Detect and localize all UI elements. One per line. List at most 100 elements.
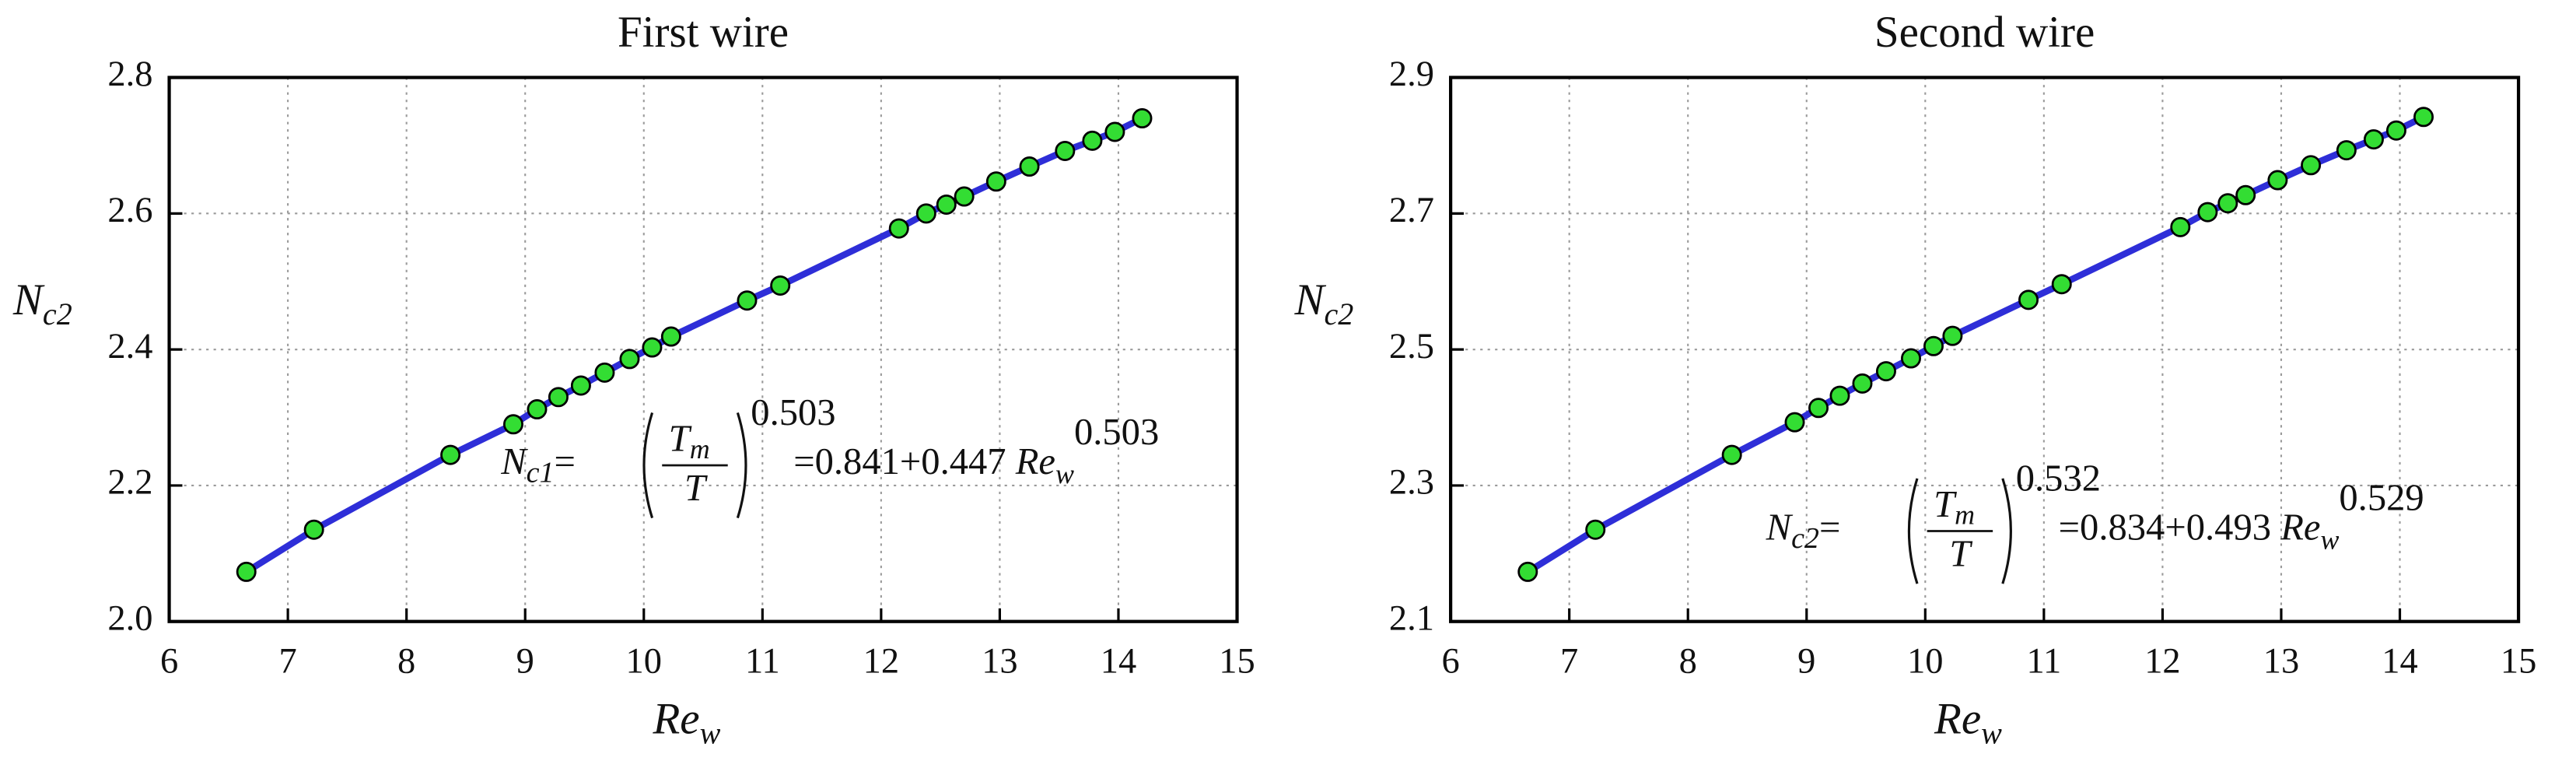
equation-rhs: =0.841+0.447 Rew0.503 [793, 411, 1159, 489]
data-point [660, 326, 681, 347]
x-tick-label: 13 [2263, 641, 2299, 681]
eq-num-t: T [1934, 483, 1957, 525]
data-point [502, 414, 523, 435]
plot-frame [167, 75, 1239, 623]
x-tick-label: 8 [397, 641, 415, 681]
x-tick-label: 15 [1219, 641, 1255, 681]
data-point [2413, 107, 2434, 128]
eq-exp: 0.503 [751, 391, 835, 433]
y-tick-label: 2.2 [107, 463, 152, 503]
data-point [1585, 519, 1606, 540]
eq-den: T [684, 467, 708, 509]
data-point [770, 275, 791, 296]
x-tick-label: 12 [863, 641, 899, 681]
eq-n-sub: c2 [1791, 522, 1819, 555]
eq-num: Tm [1934, 483, 1975, 531]
eq-re-sub: w [1055, 458, 1074, 489]
x-tick-label: 14 [1101, 641, 1136, 681]
data-point [594, 362, 615, 383]
paren-right [2001, 478, 2012, 584]
eq-n: N [1766, 507, 1794, 549]
data-point [985, 171, 1006, 192]
y-tick-label: 2.9 [1389, 54, 1434, 94]
data-point [1019, 156, 1040, 177]
data-point [303, 519, 324, 540]
data-point [1517, 561, 1538, 582]
data-point [642, 337, 663, 358]
data-point [2336, 140, 2357, 161]
data-point [1784, 412, 1805, 433]
data-point [1875, 361, 1896, 382]
eq-num-sub: m [690, 433, 710, 465]
eq-den: T [1949, 532, 1972, 574]
data-point [2301, 155, 2322, 176]
y-tick-label: 2.3 [1389, 463, 1434, 503]
y-tick-label: 2.4 [107, 327, 152, 366]
eq-num: Tm [669, 418, 710, 465]
x-tick-label: 13 [982, 641, 1017, 681]
x-axis-label: Rew [1934, 695, 2002, 751]
x-tick-label: 11 [2027, 641, 2062, 681]
data-point [440, 444, 461, 465]
data-point [570, 375, 591, 396]
x-tick-label: 6 [1441, 641, 1459, 681]
y-tick-label: 2.6 [107, 191, 152, 230]
x-tick-label: 10 [626, 641, 662, 681]
data-point [2385, 120, 2406, 141]
data-point [2170, 216, 2191, 237]
data-point [2217, 193, 2238, 214]
plot-frame [1448, 75, 2521, 623]
equation-lhs: Nc2= [1766, 507, 1841, 555]
eq-re-exp: 0.529 [2339, 477, 2424, 519]
data-point [888, 218, 909, 239]
chart-title: Second wire [1874, 8, 2095, 57]
eq-num-sub: m [1955, 500, 1975, 531]
y-tick-label: 2.8 [107, 54, 152, 94]
y-axis-label-sub: c2 [43, 296, 72, 331]
data-point [2051, 274, 2072, 295]
x-axis-label: Rew [652, 695, 720, 751]
x-tick-label: 10 [1907, 641, 1943, 681]
paren-right [736, 412, 747, 519]
x-tick-label: 12 [2144, 641, 2180, 681]
x-tick-label: 9 [516, 641, 534, 681]
chart-title: First wire [618, 8, 789, 57]
x-tick-label: 11 [745, 641, 780, 681]
data-point [737, 290, 758, 311]
eq-re: Re [1015, 440, 1055, 482]
x-tick-label: 7 [1560, 641, 1578, 681]
data-point [936, 195, 957, 215]
x-tick-label: 9 [1797, 641, 1815, 681]
data-point [1082, 130, 1103, 151]
data-point [619, 349, 640, 370]
eq-eq: = [555, 440, 576, 482]
data-point [2197, 202, 2218, 223]
data-point [1132, 108, 1153, 128]
y-axis-label: Nc2 [12, 275, 72, 331]
y-axis-label-text: N [12, 275, 45, 324]
x-axis-label-text: Re [652, 695, 699, 744]
equation-lhs: Nc1= [500, 440, 576, 489]
eq-num-t: T [669, 418, 692, 460]
data-point [1901, 348, 1922, 369]
data-point [548, 387, 569, 408]
paren-left [642, 412, 654, 519]
x-tick-label: 8 [1679, 641, 1697, 681]
data-point [1104, 121, 1125, 142]
data-point [1852, 373, 1873, 394]
data-point [2363, 129, 2384, 150]
data-point [236, 561, 257, 582]
x-tick-label: 14 [2382, 641, 2417, 681]
y-axis-label-text: N [1293, 275, 1326, 324]
y-tick-label: 2.5 [1389, 327, 1434, 366]
data-point [1942, 325, 1963, 346]
eq-exp: 0.532 [2016, 457, 2101, 499]
data-point [2267, 170, 2288, 191]
eq-re-exp: 0.503 [1074, 411, 1159, 453]
x-axis-label-sub: w [1981, 716, 2002, 751]
data-point [2235, 184, 2256, 205]
eq-n: N [500, 440, 528, 482]
x-tick-label: 6 [160, 641, 178, 681]
paren-left [1907, 478, 1919, 584]
data-point [2018, 289, 2039, 310]
